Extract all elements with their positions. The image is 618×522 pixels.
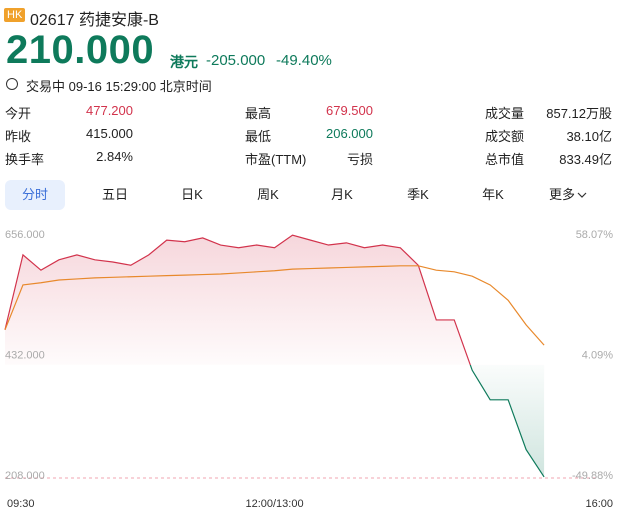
stat-value: 857.12万股 [546,106,612,121]
currency: 港元 [170,54,198,70]
stat-label: 成交额 [485,129,525,144]
stat-value: 38.10亿 [566,129,612,144]
stat-value: 206.000 [326,126,373,141]
tab[interactable]: 季K [407,187,429,202]
stat-label: 市盈(TTM) [245,152,307,167]
market-badge: HK [4,8,26,22]
chevron [577,192,587,198]
tab[interactable]: 更多 [540,180,596,210]
stat-label: 昨收 [5,129,32,144]
y2-tick-label: 58.07% [576,229,614,241]
stat-value: 679.500 [326,103,373,118]
average-line [4,265,545,346]
tab[interactable]: 月K [331,187,353,202]
stock-title: 药捷安康-B [78,12,159,29]
y2-tick-label: -49.88% [572,470,613,482]
area-fill [5,235,545,477]
stat-label: 今开 [5,106,32,121]
tab[interactable]: 分时 [5,180,65,210]
x-tick-label: 12:00/13:00 [245,498,303,510]
tab[interactable]: 日K [181,187,203,202]
chart: 656.000 432.000 208.000 58.07% 4.09% -49.88% 0… [4,229,614,510]
stat-value: 亏损 [346,152,373,167]
y-tick-label: 432.000 [5,349,45,361]
y-tick-label: 656.000 [5,229,45,241]
stat-value: 2.84% [96,149,133,164]
change: -205.000 [206,52,266,69]
stock-code: 02617 [30,12,75,29]
stat-value: 477.200 [86,103,133,118]
y-tick-label: 208.000 [5,470,45,482]
x-tick-label: 09:30 [7,498,35,510]
tab[interactable]: 五日 [101,187,128,202]
tab[interactable]: 周K [257,187,279,202]
change-pct: -49.40% [276,52,332,69]
price: 210.000 [6,28,155,72]
status: 交易中 09-16 15:29:00 北京时间 [26,79,212,94]
stat-value: 415.000 [86,126,133,141]
tab-label: 更多 [548,187,575,202]
stat-label: 成交量 [485,106,525,121]
clock-icon [6,78,18,90]
stat-value: 833.49亿 [559,152,612,167]
stat-label: 最高 [245,106,272,121]
price-line [4,234,545,478]
stat-label: 换手率 [5,152,45,167]
stat-label: 最低 [245,129,272,144]
y2-tick-label: 4.09% [582,349,613,361]
stock-name: 02617 药捷安康-B [30,6,159,30]
stat-label: 总市值 [485,152,525,167]
x-tick-label: 16:00 [585,498,613,510]
tab[interactable]: 年K [482,187,504,202]
